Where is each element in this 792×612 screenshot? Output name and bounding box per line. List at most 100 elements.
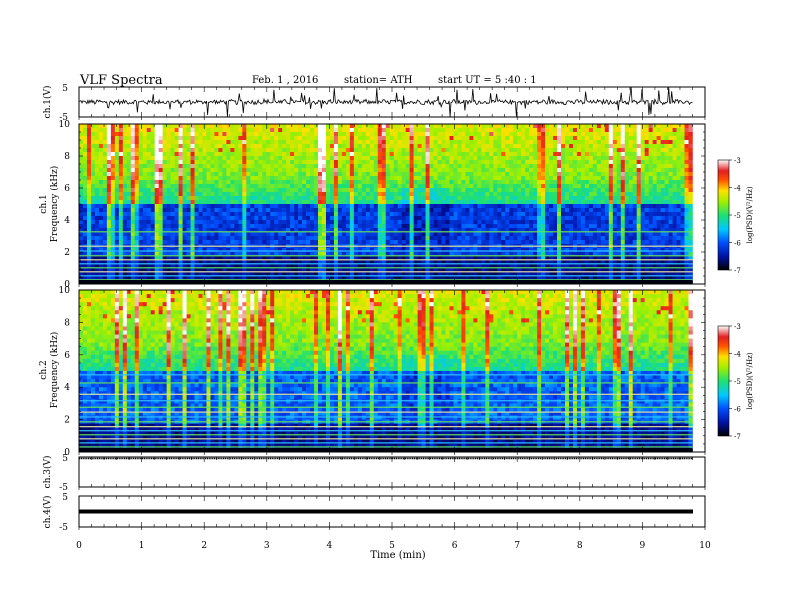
spectrogram-cell [405,184,410,189]
spectrogram-cell [318,152,323,157]
spectrogram-cell [397,164,402,169]
spectrogram-cell [314,200,319,205]
spectrogram-cell [529,136,534,141]
spectrogram-cell [501,212,506,217]
spectrogram-cell [417,144,422,149]
spectrogram-cell [118,144,124,149]
spectrogram-cell [218,208,223,213]
spectrogram-cell [501,144,506,149]
spectrogram-cell [521,128,526,133]
spectrogram-cell [553,216,558,221]
spectrogram-cell [493,220,498,225]
spectrogram-cell [644,132,649,137]
spectrogram-cell [624,128,630,133]
spectrogram-cell [545,156,550,161]
spectrogram-cell [640,180,645,185]
spectrogram-cell [170,144,175,149]
spectrogram-cell [79,228,84,233]
spectrogram-cell [648,212,653,217]
spectrogram-cell [676,204,681,209]
spectrogram-cell [266,144,271,149]
spectrogram-cell [150,176,155,181]
spectrogram-cell [473,160,478,165]
spectrogram-cell [529,220,534,225]
spectrogram-cell [461,196,466,201]
spectrogram-cell [345,140,351,145]
spectrogram-cell [174,176,179,181]
spectrogram-cell [122,212,128,217]
spectrogram-cell [242,140,247,145]
spectrogram-cell [688,168,693,173]
spectrogram-cell [660,172,665,177]
spectrogram-cell [290,156,295,161]
spectrogram-cell [294,148,299,153]
spectrogram-cell [218,128,223,133]
spectrogram-cell [676,172,681,177]
spectrogram-cell [302,236,307,241]
spectrogram-cell [517,148,522,153]
spectrogram-cell [349,152,355,157]
spectrogram-cell [565,236,570,241]
spectrogram-cell [226,236,231,241]
spectrogram-cell [385,196,391,201]
spectrogram-cell [361,200,367,205]
spectrogram-cell [640,216,645,221]
spectrogram-cell [437,212,442,217]
spectrogram-cell [94,172,100,177]
spectrogram-cell [620,236,626,241]
spectrogram-cell [282,208,287,213]
spectrogram-cell [90,144,96,149]
spectrogram-cell [341,180,347,185]
spectrogram-cell [369,176,375,181]
spectrogram-cell [314,152,319,157]
spectrogram-cell [114,224,120,229]
spectrogram-cell [134,204,140,209]
spectrogram-cell [465,128,470,133]
spectrogram-cell [417,220,422,225]
spectrogram-cell [286,200,291,205]
spectrogram-cell [266,148,271,153]
spectrogram-cell [656,232,661,237]
spectrogram-cell [250,140,255,145]
spectrogram-cell [477,180,482,185]
spectrogram-cell [421,148,426,153]
spectrogram-cell [381,232,387,237]
spectrogram-cell [497,184,502,189]
spectrogram-cell [333,160,339,165]
spectrogram-cell [513,220,518,225]
spectrogram-cell [230,220,235,225]
spectrogram-cell [369,136,375,141]
spectrogram-cell [485,208,490,213]
spectrogram-cell [377,212,383,217]
spectrogram-cell [214,220,219,225]
spectrogram-cell [194,220,199,225]
spectrogram-cell [194,128,199,133]
spectrogram-cell [357,188,363,193]
spectrogram-cell [465,132,470,137]
spectrogram-cell [377,216,383,221]
spectrogram-cell [684,164,689,169]
spectrogram-cell [170,196,175,201]
spectrogram-cell [521,192,526,197]
spectrogram-cell [549,240,554,245]
spectrogram-cell [226,196,231,201]
spectrogram-cell [405,196,410,201]
spectrogram-cell [640,160,645,165]
spectrogram-cell [357,232,363,237]
spectrogram-cell [664,176,669,181]
spectrogram-cell [349,176,355,181]
spectrogram-cell [94,200,100,205]
spectrogram-cell [82,212,88,217]
spectrogram-cell [465,216,470,221]
spectrogram-cell [182,196,187,201]
spectrogram-cell [405,188,410,193]
spectrogram-cell [604,200,610,205]
spectrogram-cell [206,236,211,241]
spectrogram-cell [86,172,92,177]
spectrogram-cell [79,236,84,241]
spectrogram-cell [561,128,566,133]
spectrogram-cell [668,216,673,221]
spectrogram-cell [640,172,645,177]
spectrogram-cell [361,204,367,209]
spectrogram-cell [429,232,434,237]
